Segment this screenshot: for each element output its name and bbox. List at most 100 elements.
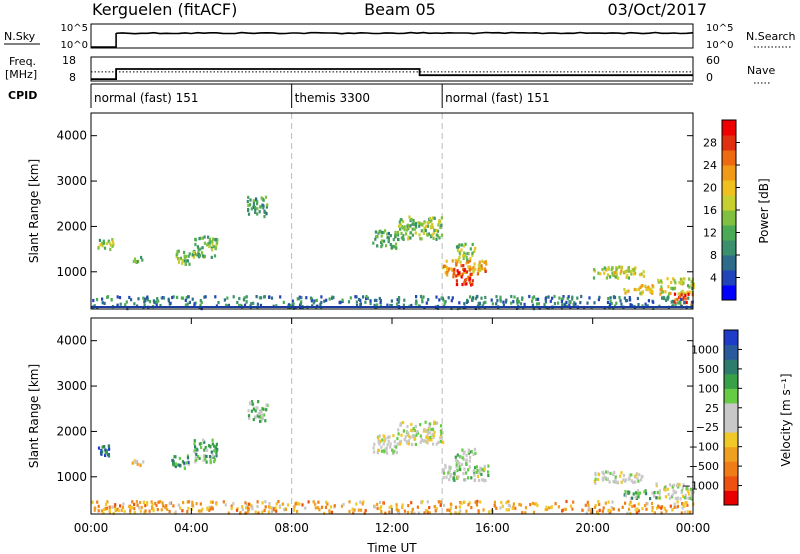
echo-cell xyxy=(349,296,352,300)
echo-cell xyxy=(187,460,190,464)
echo-cell xyxy=(410,510,413,515)
echo-cell xyxy=(410,303,413,308)
echo-cell xyxy=(421,500,424,504)
echo-cell xyxy=(193,442,196,446)
echo-cell xyxy=(156,297,159,301)
echo-cell xyxy=(491,302,494,306)
echo-cell xyxy=(660,279,663,283)
echo-cell xyxy=(179,506,182,510)
echo-cell xyxy=(424,229,427,233)
echo-cell xyxy=(510,301,513,305)
echo-cell xyxy=(232,502,235,506)
colorbar-swatch xyxy=(722,240,736,256)
echo-cell xyxy=(666,297,669,301)
echo-cell xyxy=(463,244,466,248)
echo-cell xyxy=(673,292,677,296)
echo-cell xyxy=(574,302,577,306)
echo-cell xyxy=(392,450,395,454)
echo-cell xyxy=(415,295,418,299)
echo-cell xyxy=(392,434,395,438)
echo-cell xyxy=(535,302,539,306)
echo-cell xyxy=(338,301,341,305)
echo-cell xyxy=(440,436,443,440)
echo-cell xyxy=(624,494,627,498)
echo-cell xyxy=(689,510,692,514)
echo-cell xyxy=(516,297,519,301)
echo-cell xyxy=(476,469,479,473)
echo-cell xyxy=(372,446,375,450)
echo-cell xyxy=(651,506,654,510)
echo-cell xyxy=(484,478,487,483)
x-tick-label: 12:00 xyxy=(375,521,410,535)
echo-cell xyxy=(444,264,447,268)
echo-cell xyxy=(673,505,676,509)
power-ylabel: Slant Range [km] xyxy=(27,159,41,263)
echo-cell xyxy=(634,480,637,484)
echo-cell xyxy=(677,292,680,296)
echo-cell xyxy=(102,241,106,245)
echo-cell xyxy=(387,439,390,443)
echo-cell xyxy=(224,303,228,307)
echo-cell xyxy=(628,269,631,273)
echo-cell xyxy=(268,295,271,299)
echo-cell xyxy=(297,297,300,301)
echo-cell xyxy=(406,510,409,515)
echo-cell xyxy=(261,416,264,420)
echo-cell xyxy=(443,503,446,507)
y-tick-label: 3000 xyxy=(56,174,87,188)
echo-cell xyxy=(124,303,127,307)
echo-cell xyxy=(131,505,134,509)
echo-cell xyxy=(617,508,620,512)
colorbar-tick-label: 24 xyxy=(703,159,717,172)
echo-cell xyxy=(262,204,265,208)
echo-cell xyxy=(612,472,615,477)
echo-cell xyxy=(340,504,344,508)
echo-cell xyxy=(505,501,508,505)
echo-cell xyxy=(469,247,472,251)
echo-cell xyxy=(256,202,259,206)
echo-cell xyxy=(672,304,675,308)
echo-cell xyxy=(105,449,108,453)
echo-cell xyxy=(146,295,149,299)
echo-cell xyxy=(663,486,666,490)
echo-cell xyxy=(413,435,416,439)
echo-cell xyxy=(390,299,393,303)
echo-cell xyxy=(588,296,591,300)
echo-cell xyxy=(670,495,674,499)
echo-cell xyxy=(120,508,123,512)
echo-cell xyxy=(455,458,458,462)
echo-cell xyxy=(474,500,477,504)
echo-cell xyxy=(301,503,304,507)
echo-cell xyxy=(487,464,490,468)
echo-cell xyxy=(626,289,629,294)
echo-cell xyxy=(634,266,637,270)
echo-cell xyxy=(348,500,351,504)
echo-cell xyxy=(488,510,491,514)
echo-cell xyxy=(445,475,448,479)
echo-cell xyxy=(451,296,454,300)
echo-cell xyxy=(688,290,691,294)
echo-cell xyxy=(352,511,355,515)
echo-cell xyxy=(208,237,211,241)
echo-cell xyxy=(320,295,323,299)
y-tick-label: 1000 xyxy=(56,265,87,279)
echo-cell xyxy=(131,461,134,465)
echo-cell xyxy=(474,306,477,310)
echo-cell xyxy=(400,433,403,437)
echo-cell xyxy=(411,227,414,231)
echo-cell xyxy=(203,241,206,245)
echo-cell xyxy=(434,509,437,513)
echo-cell xyxy=(536,504,539,508)
echo-cell xyxy=(144,299,147,303)
echo-cell xyxy=(659,288,662,292)
echo-cell xyxy=(432,442,435,446)
echo-cell xyxy=(381,438,384,442)
echo-cell xyxy=(550,506,553,510)
echo-cell xyxy=(468,465,471,469)
echo-cell xyxy=(480,264,483,268)
echo-cell xyxy=(465,453,468,458)
echo-cell xyxy=(454,505,458,509)
echo-cell xyxy=(660,511,663,515)
echo-cell xyxy=(629,500,632,504)
echo-cell xyxy=(569,504,573,508)
